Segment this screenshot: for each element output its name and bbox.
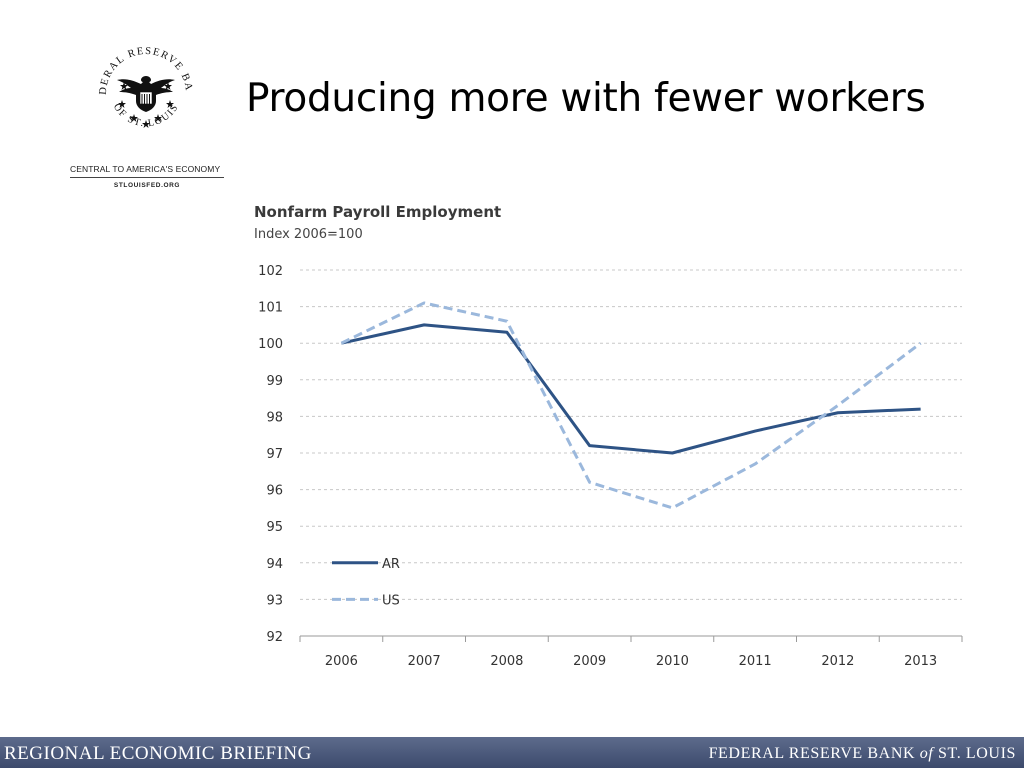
y-tick-label-92: 92: [266, 630, 283, 645]
slide-title: Producing more with fewer workers: [246, 76, 926, 121]
legend-label-ar: AR: [382, 557, 400, 572]
x-tick-label-2012: 2012: [821, 654, 854, 669]
y-tick-label-94: 94: [266, 557, 283, 572]
legend-label-us: US: [382, 593, 400, 608]
footer-right-post: ST. LOUIS: [933, 745, 1016, 762]
footer-bar: REGIONAL ECONOMIC BRIEFING FEDERAL RESER…: [0, 737, 1024, 768]
x-tick-label-2008: 2008: [490, 654, 523, 669]
y-tick-label-101: 101: [258, 301, 283, 316]
x-tick-label-2010: 2010: [656, 654, 689, 669]
y-tick-label-100: 100: [258, 337, 283, 352]
footer-right-pre: FEDERAL RESERVE BANK: [708, 745, 920, 762]
y-tick-label-99: 99: [266, 374, 283, 389]
series-line-us: [340, 301, 922, 510]
logo-divider: [70, 177, 224, 178]
eagle-seal-icon: FEDERAL RESERVE BANK OF ST. LOUIS: [90, 36, 193, 129]
footer-right-of: of: [919, 745, 934, 762]
y-tick-label-93: 93: [266, 593, 283, 608]
y-tick-label-96: 96: [266, 484, 283, 499]
y-tick-label-97: 97: [266, 447, 283, 462]
footer-left-text: REGIONAL ECONOMIC BRIEFING: [4, 743, 312, 764]
y-tick-label-95: 95: [266, 520, 283, 535]
x-tick-label-2013: 2013: [904, 654, 937, 669]
x-tick-label-2007: 2007: [408, 654, 441, 669]
series-line-ar: [341, 323, 921, 455]
x-tick-label-2006: 2006: [325, 654, 358, 669]
y-tick-label-98: 98: [266, 410, 283, 425]
chart-title: Nonfarm Payroll Employment: [254, 203, 502, 221]
logo: FEDERAL RESERVE BANK OF ST. LOUIS CENT: [68, 36, 228, 196]
x-tick-label-2011: 2011: [739, 654, 772, 669]
footer-right-text: FEDERAL RESERVE BANK of ST. LOUIS: [709, 745, 1016, 763]
chart-subtitle: Index 2006=100: [254, 227, 363, 242]
x-tick-label-2009: 2009: [573, 654, 606, 669]
logo-website: STLOUISFED.ORG: [113, 182, 181, 189]
y-tick-label-102: 102: [258, 264, 283, 279]
logo-tagline: CENTRAL TO AMERICA'S ECONOMY: [70, 164, 221, 174]
